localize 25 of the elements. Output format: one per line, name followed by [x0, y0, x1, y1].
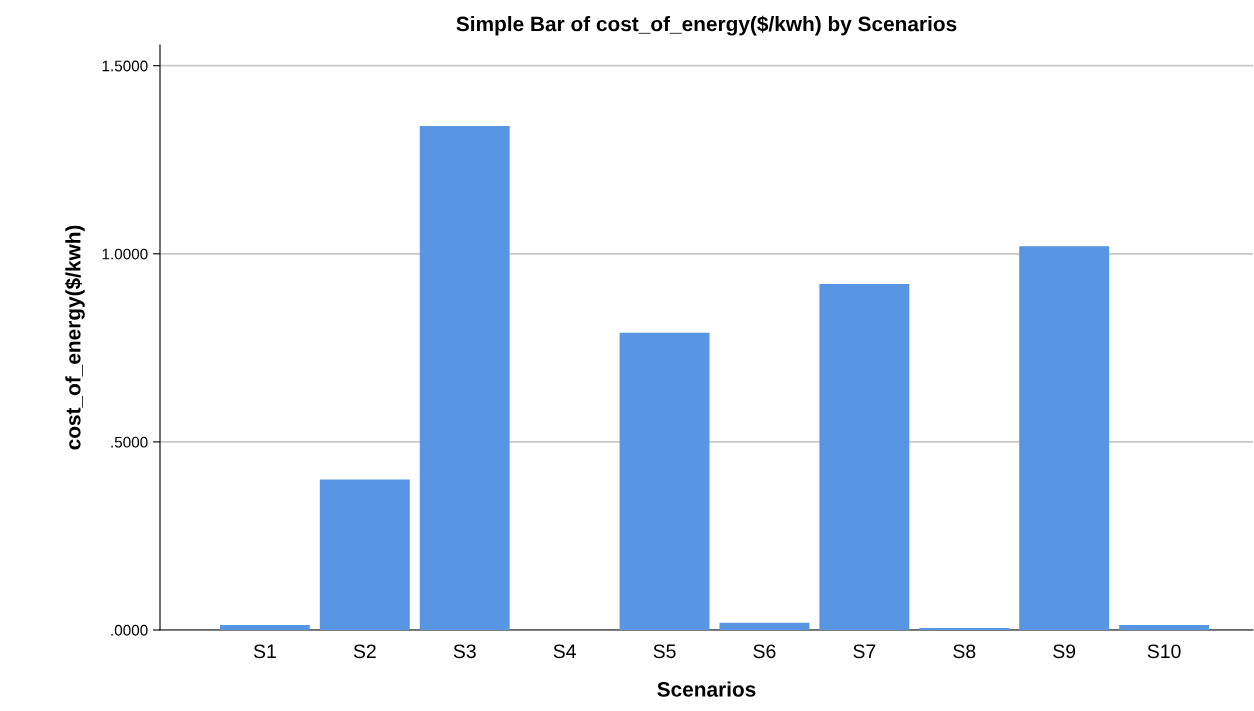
x-tick-label: S7: [853, 644, 876, 659]
x-tick-label: S2: [353, 644, 376, 659]
bar: [219, 625, 310, 630]
x-tick-label: S5: [653, 644, 676, 659]
x-tick-label: S4: [553, 644, 576, 659]
bar: [419, 125, 510, 630]
x-tick-label: S6: [753, 644, 776, 659]
y-axis-title: cost_of_energy($/kwh): [64, 225, 85, 450]
x-tick-label: S8: [953, 644, 976, 659]
bar: [319, 479, 410, 630]
y-tick-label: 1.5000: [102, 60, 148, 72]
bar: [1119, 625, 1210, 630]
x-tick-label: S9: [1053, 644, 1076, 659]
bar: [1019, 246, 1110, 630]
x-tick-label: S3: [453, 644, 476, 659]
bar: [719, 622, 810, 630]
bar: [819, 283, 910, 630]
bar: [619, 332, 710, 630]
x-tick-label: S10: [1147, 644, 1181, 659]
chart-title: Simple Bar of cost_of_energy($/kwh) by Scenarios: [456, 15, 957, 36]
y-tick-label: .0000: [111, 624, 148, 636]
x-tick-label: S1: [253, 644, 276, 659]
y-tick-label: .5000: [111, 436, 148, 448]
x-axis-title: Scenarios: [657, 681, 756, 697]
y-tick-label: 1.0000: [102, 248, 148, 260]
